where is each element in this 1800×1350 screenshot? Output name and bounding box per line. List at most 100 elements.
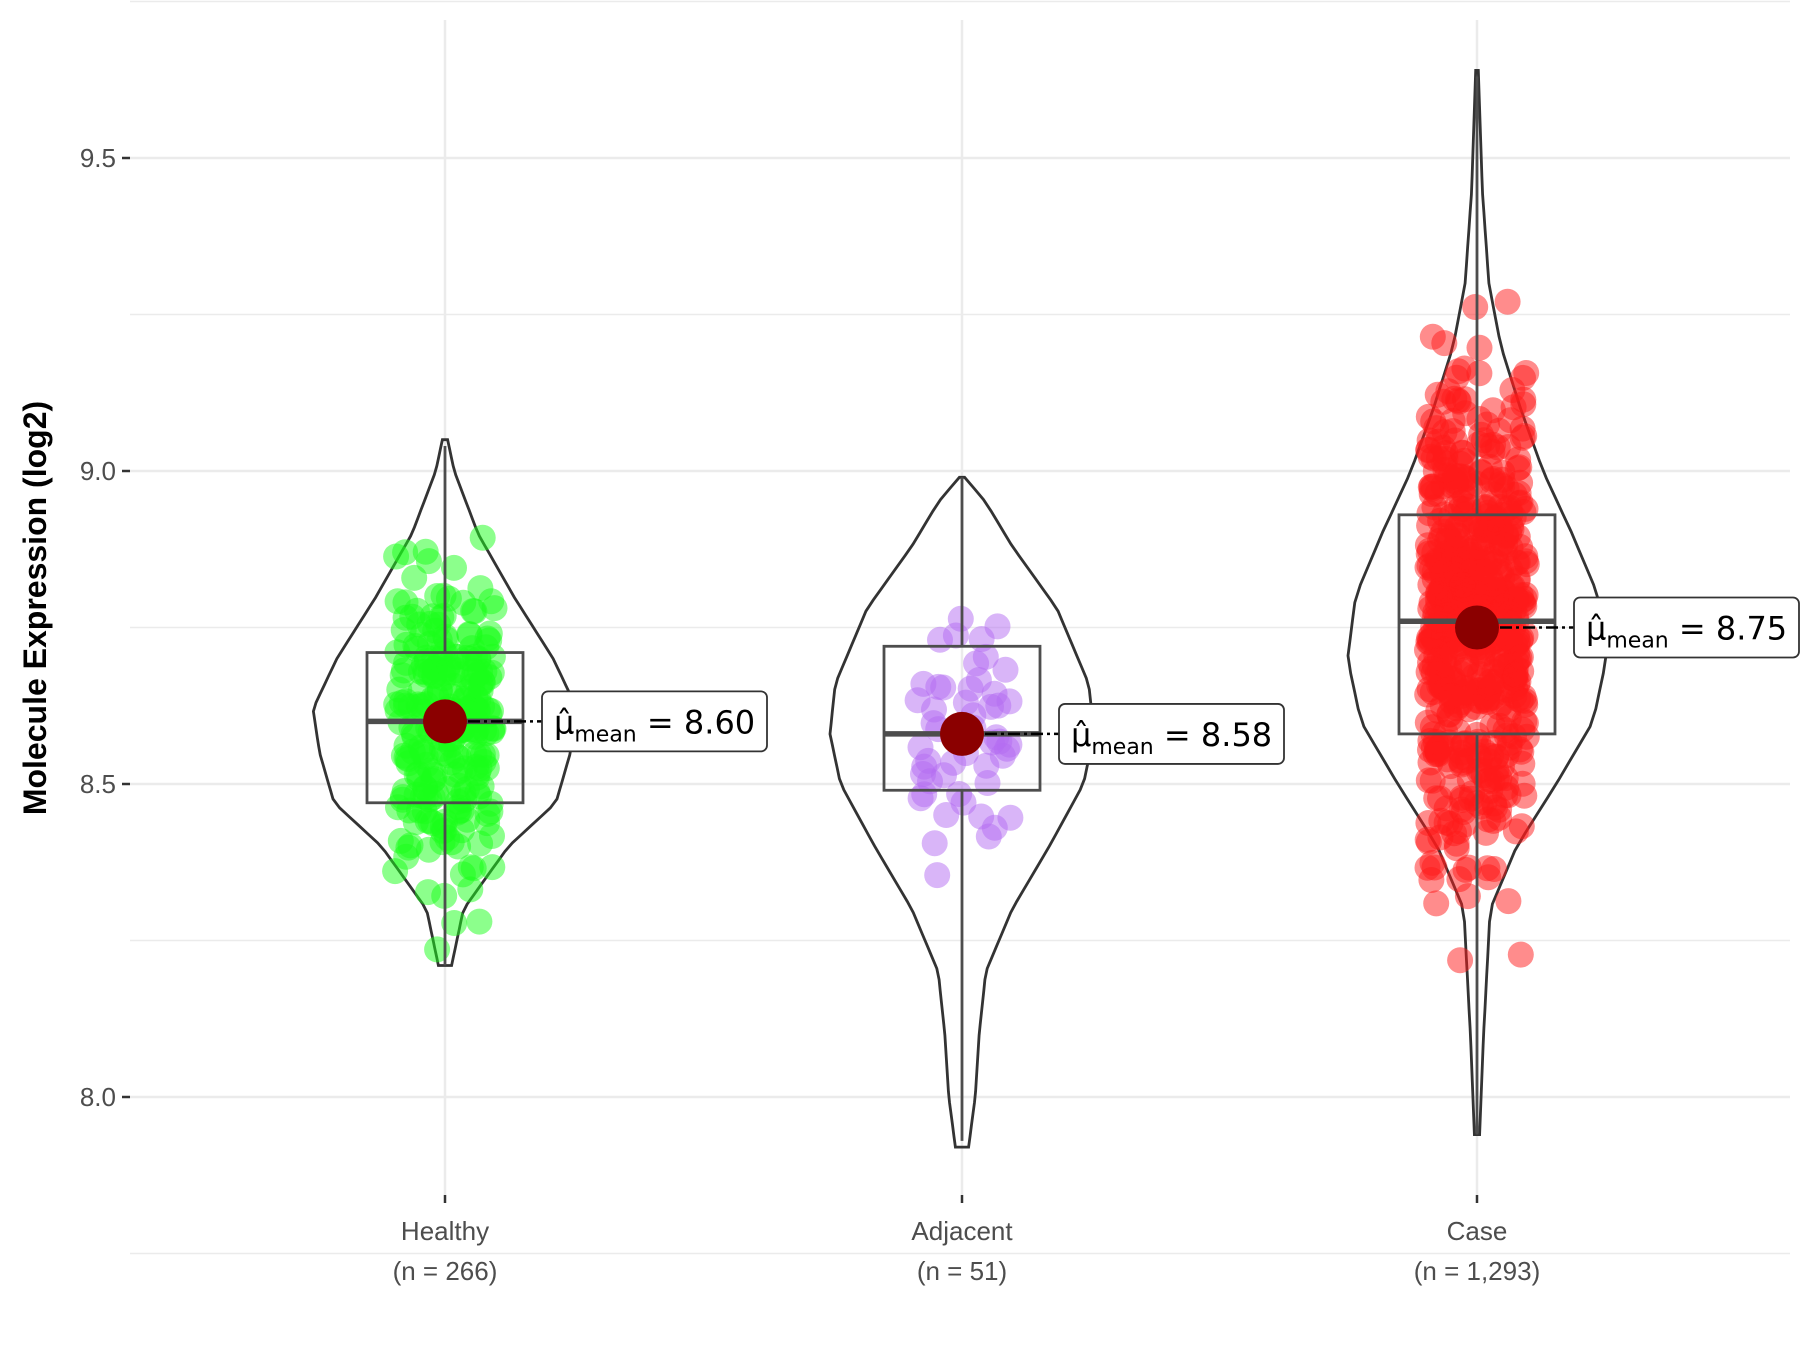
data-point-healthy	[481, 595, 508, 622]
data-point-case	[1423, 890, 1450, 917]
data-point-adjacent	[930, 674, 957, 701]
data-point-healthy	[430, 665, 457, 692]
data-point-healthy	[429, 829, 456, 856]
mean-symbol: μ̂	[1586, 610, 1606, 648]
data-point-case	[1425, 741, 1452, 768]
data-point-case	[1414, 637, 1440, 663]
data-point-healthy	[479, 643, 506, 670]
data-point-case	[1431, 559, 1458, 586]
mean-value: 8.75	[1716, 610, 1787, 648]
data-point-case	[1510, 386, 1537, 413]
data-point-case	[1437, 705, 1464, 732]
data-point-healthy	[384, 588, 411, 615]
data-point-case	[1415, 437, 1442, 464]
data-point-case	[1415, 810, 1442, 836]
box-healthy	[365, 651, 525, 805]
data-point-case	[1508, 813, 1535, 840]
data-point-case	[1505, 446, 1532, 473]
data-point-case	[1479, 438, 1506, 465]
mean-point-adjacent	[940, 711, 984, 756]
mean-equals: =	[1669, 610, 1716, 648]
data-point-healthy	[479, 854, 506, 881]
data-point-case	[1414, 854, 1441, 881]
data-point-case	[1440, 640, 1466, 667]
data-point-case	[1466, 334, 1493, 361]
means: μ̂mean = 8.60 μ̂mean = 8.58μ̂mean = 8.75	[423, 596, 1800, 765]
data-point-healthy	[441, 554, 467, 581]
data-point-adjacent	[968, 626, 995, 652]
data-point-healthy	[382, 858, 409, 885]
data-point-adjacent	[950, 789, 977, 816]
mean-label-box	[541, 690, 768, 753]
violin-adjacent	[828, 475, 1096, 1149]
data-point-case	[1509, 770, 1536, 797]
data-point-healthy	[445, 772, 472, 799]
data-point-case	[1454, 883, 1481, 910]
data-point-case	[1415, 829, 1442, 855]
mean-subscript: mean	[574, 722, 636, 747]
x-tick-label-healthy: Healthy	[401, 1216, 489, 1246]
mean-label-adjacent: μ̂mean = 8.58	[1058, 703, 1285, 765]
data-point-healthy	[402, 809, 429, 836]
data-point-adjacent	[973, 752, 1000, 779]
data-point-case	[1452, 400, 1479, 427]
x-tick-label-adjacent: Adjacent	[911, 1216, 1013, 1246]
mean-label-text: μ̂mean = 8.58	[1071, 716, 1272, 760]
x-axis: Healthy (n = 266) Adjacent (n = 51) Case (n =…	[393, 1195, 1540, 1286]
data-point-case	[1447, 947, 1474, 974]
violins	[311, 69, 1608, 1149]
data-point-case	[1494, 288, 1521, 315]
data-point-healthy	[390, 657, 417, 684]
data-point-case	[1462, 294, 1489, 320]
data-point-case	[1451, 730, 1478, 757]
data-point-case	[1426, 581, 1453, 608]
data-point-case	[1512, 710, 1539, 736]
data-point-healthy	[392, 539, 419, 566]
data-point-healthy	[415, 548, 442, 575]
data-point-healthy	[446, 798, 473, 824]
data-point-case	[1483, 549, 1510, 576]
y-axis: 8.0 8.5 9.0 9.5	[80, 143, 130, 1112]
data-point-case	[1475, 864, 1502, 891]
data-point-adjacent	[985, 692, 1012, 719]
data-point-adjacent	[965, 667, 992, 693]
data-point-healthy	[409, 739, 436, 766]
data-point-healthy	[460, 598, 487, 624]
mean-label-case: μ̂mean = 8.75	[1573, 596, 1800, 659]
mean-subscript: mean	[1091, 735, 1153, 760]
data-point-case	[1486, 804, 1513, 831]
mean-point-case	[1455, 605, 1499, 650]
data-point-case	[1447, 660, 1474, 687]
mean-value: 8.60	[684, 703, 755, 741]
data-point-case	[1419, 767, 1446, 794]
data-point-case	[1507, 941, 1534, 968]
data-point-case	[1511, 687, 1538, 714]
y-tick-label: 9.5	[80, 143, 116, 173]
data-point-adjacent	[921, 830, 948, 857]
data-point-case	[1432, 457, 1459, 483]
data-point-healthy	[464, 760, 491, 786]
data-point-case	[1416, 512, 1443, 539]
mean-label-text: μ̂mean = 8.75	[1586, 610, 1787, 654]
data-point-case	[1449, 787, 1475, 813]
data-point-adjacent	[910, 761, 936, 787]
box-adjacent	[882, 644, 1042, 792]
data-point-case	[1448, 751, 1475, 778]
data-point-adjacent	[952, 689, 979, 716]
mean-subscript: mean	[1606, 629, 1668, 654]
mean-value: 8.58	[1201, 716, 1272, 754]
data-point-healthy	[441, 910, 468, 936]
y-tick-label: 8.0	[80, 1082, 116, 1112]
data-point-healthy	[412, 783, 439, 810]
mean-equals: =	[1154, 716, 1201, 754]
violin-healthy	[311, 438, 579, 967]
data-point-healthy	[467, 830, 494, 857]
mean-symbol: μ̂	[554, 703, 574, 741]
data-point-case	[1419, 323, 1446, 350]
data-point-adjacent	[942, 622, 969, 649]
violin-case	[1346, 69, 1608, 1136]
data-point-case	[1475, 748, 1502, 775]
data-point-case	[1507, 644, 1534, 671]
data-point-case	[1466, 360, 1493, 387]
data-point-case	[1477, 669, 1504, 695]
